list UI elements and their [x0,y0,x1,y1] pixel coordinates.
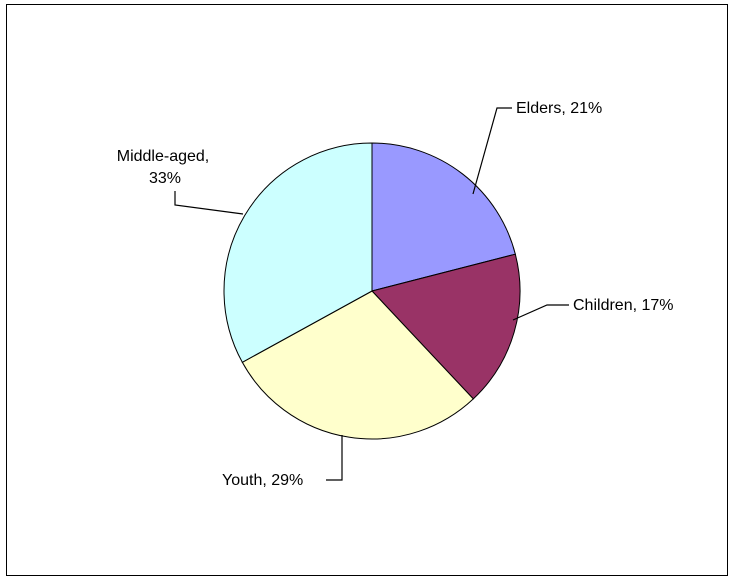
label-youth: Youth, 29% [222,472,303,489]
chart-area: Elders, 21% Children, 17% Youth, 29% Mid… [6,4,728,576]
leader-elders [472,107,512,195]
label-elders: Elders, 21% [516,100,602,117]
label-middle-aged: Middle-aged, [117,148,210,165]
label-middle-aged-pct: 33% [149,170,181,187]
leader-lines [174,107,569,481]
leader-children [512,304,569,321]
slice-children [371,253,521,400]
leader-middle-aged [174,191,244,215]
slices-layer [223,142,521,440]
label-children: Children, 17% [573,297,674,314]
data-labels: Elders, 21% Children, 17% Youth, 29% Mid… [117,100,674,489]
slice-elders [371,142,516,292]
leader-youth [326,435,343,481]
slice-youth [241,290,475,440]
slice-middle-aged [223,142,373,363]
pie-chart: Elders, 21% Children, 17% Youth, 29% Mid… [117,100,674,489]
